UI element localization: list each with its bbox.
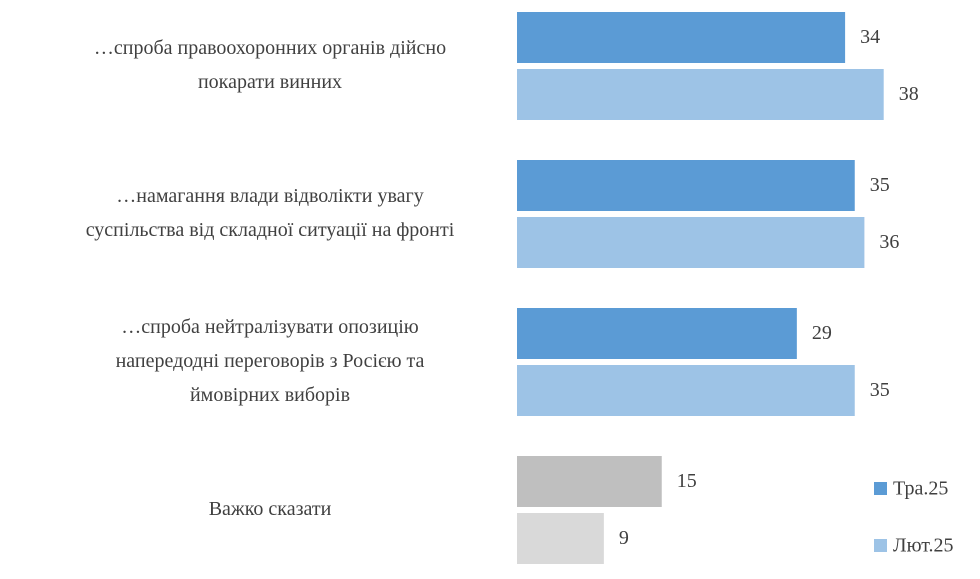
bar — [517, 365, 855, 416]
category-label: …спроба правоохоронних органів дійсно пок… — [94, 37, 446, 93]
bar — [517, 69, 884, 120]
category-label-line: …спроба правоохоронних органів дійсно — [94, 37, 446, 59]
bar — [517, 217, 865, 268]
bar — [517, 308, 797, 359]
legend-swatch — [874, 482, 887, 495]
category-label-line: покарати винних — [198, 71, 342, 93]
legend-swatch — [874, 539, 887, 552]
value-label: 9 — [619, 527, 629, 549]
bar — [517, 513, 604, 564]
value-label: 34 — [860, 26, 880, 48]
value-label: 35 — [870, 174, 890, 196]
value-label: 35 — [870, 379, 890, 401]
category-label-line: ймовірних виборів — [190, 384, 350, 406]
value-label: 15 — [677, 470, 697, 492]
category-label-line: …спроба нейтралізувати опозицію — [121, 316, 419, 338]
bar — [517, 456, 662, 507]
legend-label: Тра.25 — [893, 478, 948, 500]
category-label-line: суспільства від складної ситуації на фро… — [86, 219, 455, 241]
category-label: …намагання влади відволікти увагу суспіль… — [86, 185, 455, 241]
bar — [517, 160, 855, 211]
category-label: Важко сказати — [209, 498, 332, 520]
bar — [517, 12, 846, 63]
value-label: 38 — [899, 83, 919, 105]
legend-label: Лют.25 — [893, 535, 953, 557]
value-label: 36 — [879, 231, 899, 253]
category-label-line: напередодні переговорів з Росією та — [116, 350, 425, 372]
value-label: 29 — [812, 322, 832, 344]
category-label-line: …намагання влади відволікти увагу — [116, 185, 424, 207]
category-label: …спроба нейтралізувати опозицію напередод… — [116, 316, 425, 406]
category-label-line: Важко сказати — [209, 498, 332, 520]
